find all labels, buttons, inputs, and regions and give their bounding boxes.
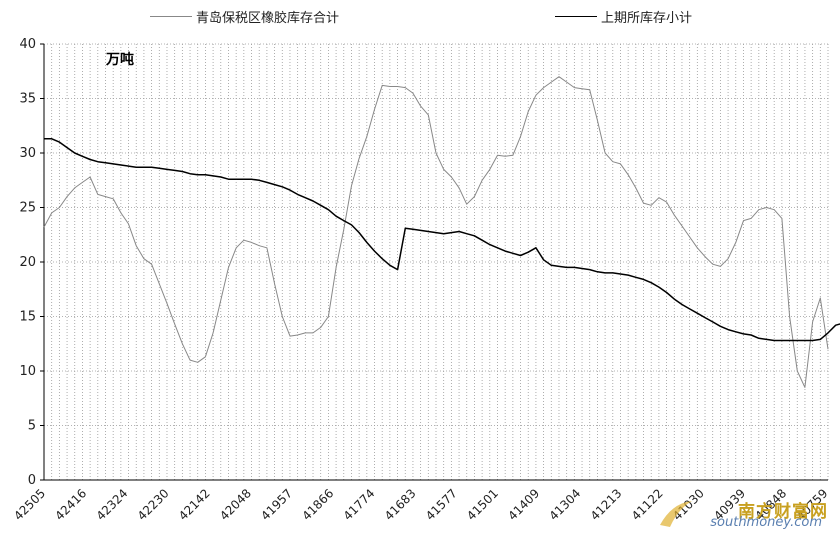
x-tick-label: 42416 <box>52 486 89 523</box>
x-tick-label: 41957 <box>258 486 295 523</box>
x-tick-label: 41774 <box>341 486 378 523</box>
legend-label-qingdao: 青岛保税区橡胶库存合计 <box>196 10 340 26</box>
y-tick-label: 0 <box>28 473 36 488</box>
x-tick-label: 42142 <box>176 486 213 523</box>
y-tick-label: 15 <box>19 310 36 325</box>
legend-item-shfe: 上期所库存小计 <box>555 6 692 26</box>
swoosh-icon <box>660 501 692 527</box>
x-tick-label: 41577 <box>423 486 460 523</box>
y-tick-label: 10 <box>19 364 36 379</box>
y-tick-label: 5 <box>28 419 36 434</box>
x-tick-label: 41501 <box>464 486 501 523</box>
x-tick-label: 42324 <box>94 486 131 523</box>
x-tick-label: 42048 <box>217 486 254 523</box>
watermark-en: southmoney.com <box>710 515 822 530</box>
unit-label: 万吨 <box>106 52 134 68</box>
legend-swatch-shfe <box>555 15 597 17</box>
legend-item-qingdao: 青岛保税区橡胶库存合计 <box>150 6 339 26</box>
x-tick-label: 41866 <box>299 486 336 523</box>
watermark-logo: 南方财富网 southmoney.com <box>658 497 828 531</box>
x-tick-label: 41213 <box>588 486 625 523</box>
y-tick-label: 30 <box>19 146 36 161</box>
x-tick-label: 42505 <box>11 486 48 523</box>
series-line-qingdao <box>43 76 829 388</box>
y-tick-label: 20 <box>19 255 36 270</box>
y-tick-label: 25 <box>19 201 36 216</box>
watermark-cn: 南方财富网 <box>738 502 828 522</box>
x-tick-label: 41304 <box>547 486 584 523</box>
series-line-shfe <box>44 138 840 342</box>
x-tick-label: 41683 <box>382 486 419 523</box>
x-tick-label: 41409 <box>505 486 542 523</box>
legend-swatch-qingdao <box>150 15 192 17</box>
legend-label-shfe: 上期所库存小计 <box>601 10 693 26</box>
y-tick-label: 40 <box>19 37 36 52</box>
y-tick-label: 35 <box>19 92 36 107</box>
x-tick-label: 42230 <box>135 486 172 523</box>
